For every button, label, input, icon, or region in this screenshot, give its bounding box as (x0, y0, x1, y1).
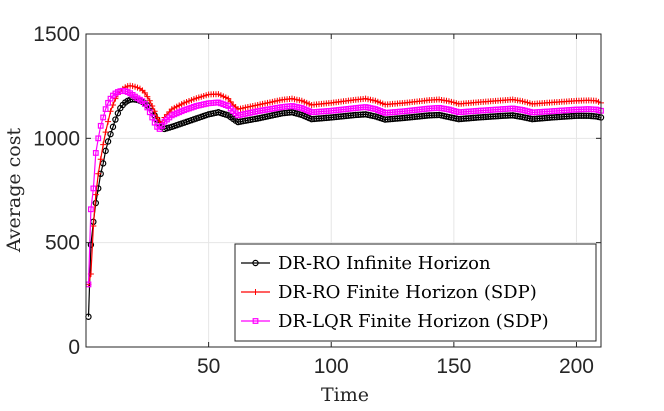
axis-ticks: 50 100 150 200 0 500 1000 1500 (33, 23, 601, 378)
data-point (87, 241, 95, 248)
y-tick-label: 1000 (33, 127, 80, 150)
data-point (95, 170, 102, 177)
data-point (104, 138, 112, 145)
x-tick-label: 150 (436, 355, 471, 378)
y-tick-label: 0 (68, 336, 80, 359)
data-point (109, 123, 117, 131)
data-point (107, 130, 114, 138)
data-point (112, 116, 119, 123)
data-point (151, 108, 158, 115)
x-tick-label: 50 (197, 355, 220, 378)
data-point (102, 106, 109, 113)
y-axis-label: Average cost (3, 128, 25, 254)
data-point (149, 114, 156, 121)
legend-label: DR-RO Infinite Horizon (278, 253, 491, 274)
data-point (102, 147, 109, 155)
legend: DR-RO Infinite Horizon DR-RO Finite Horiz… (234, 243, 597, 342)
data-point (144, 93, 151, 100)
data-point (102, 129, 109, 136)
x-tick-label: 100 (314, 355, 349, 378)
y-tick-label: 500 (45, 232, 80, 255)
data-point (88, 206, 94, 213)
series-2 (85, 87, 604, 288)
data-point (149, 102, 156, 109)
legend-label: DR-LQR Finite Horizon (SDP) (278, 311, 549, 332)
data-point (114, 110, 122, 117)
x-axis-label: Time (321, 384, 369, 406)
data-point (100, 141, 107, 148)
data-point (97, 122, 104, 129)
legend-label: DR-RO Finite Horizon (SDP) (278, 282, 537, 303)
legend-marker (252, 318, 259, 324)
legend-marker (252, 289, 259, 295)
data-point (105, 118, 112, 125)
x-tick-label: 200 (559, 355, 594, 378)
data-point (100, 114, 107, 121)
data-point (146, 97, 153, 104)
legend-marker (252, 259, 259, 267)
series-0 (85, 96, 605, 320)
data-point (97, 156, 104, 163)
data-point (225, 95, 232, 102)
data-point (109, 101, 116, 108)
data-point (141, 89, 148, 96)
data-point (146, 109, 153, 116)
data-point (90, 222, 97, 229)
data-point (95, 135, 102, 142)
data-point (92, 191, 99, 198)
data-point (107, 108, 114, 115)
y-tick-label: 1500 (33, 23, 80, 46)
data-point (154, 114, 161, 121)
series-group (85, 82, 605, 320)
legend-box (234, 243, 597, 342)
data-point (92, 150, 99, 156)
data-point (90, 185, 97, 192)
plot-frame (85, 33, 602, 348)
